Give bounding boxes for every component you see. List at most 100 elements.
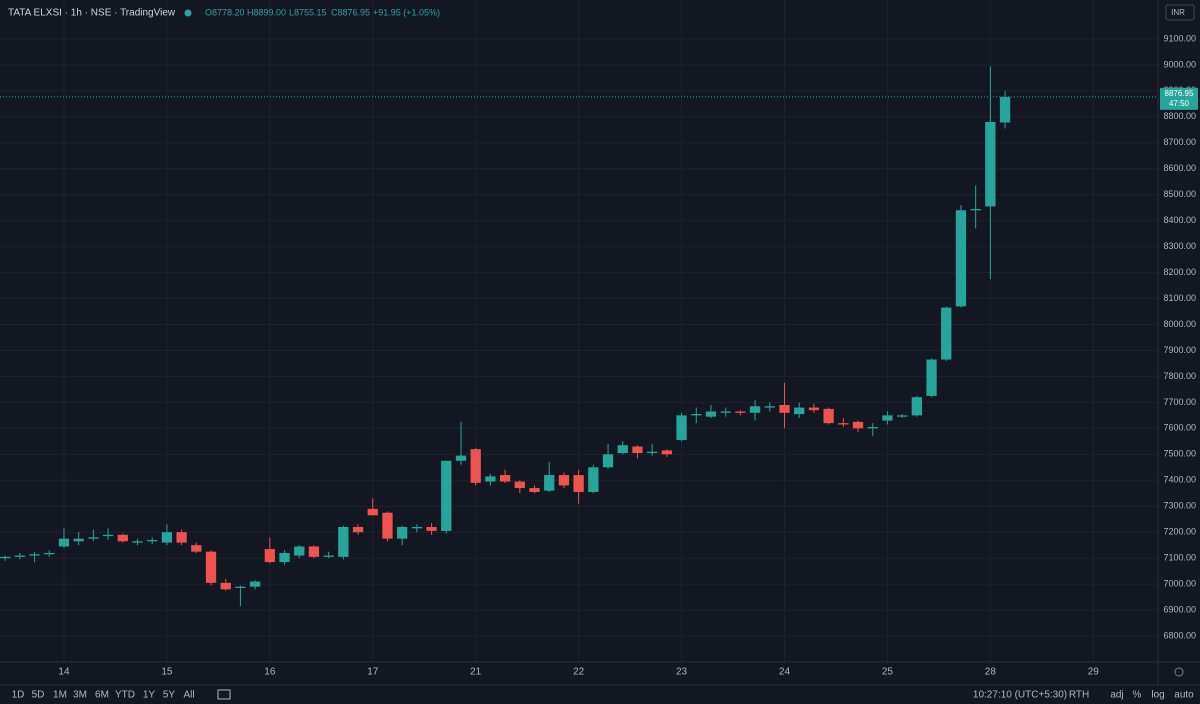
candle-body [367, 508, 378, 516]
y-tick-label: 6800.00 [1163, 630, 1196, 640]
range-button[interactable]: 5Y [163, 690, 176, 701]
x-tick-label: 21 [470, 667, 482, 678]
date-range-icon[interactable] [217, 689, 231, 700]
candle-body [735, 411, 746, 413]
range-button[interactable]: YTD [115, 690, 135, 701]
y-tick-label: 7700.00 [1163, 397, 1196, 407]
settings-icon[interactable] [1174, 667, 1184, 677]
candle-body [249, 581, 261, 587]
candle-body [602, 454, 614, 468]
y-tick-label: 8800.00 [1163, 111, 1196, 121]
axis-option[interactable]: log [1151, 690, 1164, 701]
candle-body [617, 445, 628, 454]
candle-body [823, 408, 834, 424]
candle-body [632, 446, 643, 454]
y-tick-label: 7100.00 [1163, 553, 1196, 563]
toolbar: 1D 5D 1M 3M 6M YTD 1Y 5Y All 10:27:10 (UTC+5:30) R… [12, 690, 1195, 701]
candle-body [147, 539, 158, 542]
candle-body [661, 450, 673, 455]
ohlc-low: L8755.15 [289, 7, 327, 17]
candle-body [882, 415, 893, 421]
candle-body [455, 455, 467, 461]
countdown: 47:50 [1169, 99, 1190, 108]
ohlc-high: H8899.00 [247, 7, 286, 17]
y-tick-label: 9000.00 [1163, 59, 1196, 69]
y-tick-label: 7300.00 [1163, 501, 1196, 511]
y-tick-label: 8300.00 [1163, 241, 1196, 251]
y-tick-label: 7600.00 [1163, 423, 1196, 433]
candle-body [720, 411, 731, 413]
currency-box[interactable] [1165, 4, 1195, 21]
range-button[interactable]: 1Y [143, 690, 156, 701]
candle-body [911, 397, 922, 416]
candle-body [44, 552, 55, 555]
candle-body [779, 404, 790, 413]
y-tick-label: 6900.00 [1163, 604, 1196, 614]
candle-body [323, 555, 334, 557]
candle-body [794, 407, 805, 415]
candle-body [14, 555, 25, 557]
candle-body [235, 586, 246, 589]
candle-body [838, 423, 849, 425]
candle-body [558, 475, 570, 486]
candle-body [529, 488, 540, 492]
axis-option[interactable]: adj [1110, 690, 1123, 701]
candle-body [485, 476, 496, 482]
clock: 10:27:10 (UTC+5:30) [973, 690, 1067, 701]
x-tick-label: 28 [985, 667, 997, 678]
currency[interactable]: INR [1171, 8, 1185, 17]
range-button[interactable]: 1M [53, 690, 67, 701]
candle-body [749, 406, 761, 413]
candle-body [764, 406, 775, 408]
candle-body [955, 210, 967, 307]
axis-option[interactable]: auto [1174, 690, 1194, 701]
candle-body [705, 411, 717, 417]
candle-body [264, 549, 275, 563]
range-button[interactable]: 1D [12, 690, 25, 701]
x-tick-label: 15 [161, 667, 173, 678]
y-tick-label: 7400.00 [1163, 475, 1196, 485]
candle-body [88, 537, 99, 539]
range-button[interactable]: 3M [73, 690, 87, 701]
axes: 6800.00 6900.00 7000.00 7100.00 7200.00 7300.… [58, 33, 1198, 678]
candle-body [338, 527, 349, 557]
candle-body [970, 208, 981, 211]
y-tick-label: 8500.00 [1163, 189, 1196, 199]
x-tick-label: 17 [367, 667, 379, 678]
y-tick-label: 7500.00 [1163, 449, 1196, 459]
candle-body [573, 475, 584, 492]
y-tick-label: 8600.00 [1163, 163, 1196, 173]
candle-body [691, 414, 702, 416]
range-button[interactable]: 6M [95, 690, 109, 701]
candle-body [926, 359, 937, 396]
candle-body [191, 545, 202, 552]
x-tick-label: 14 [58, 667, 70, 678]
ohlc-open: O8778.20 [205, 7, 245, 17]
y-tick-label: 7900.00 [1163, 345, 1196, 355]
y-tick-label: 8100.00 [1163, 293, 1196, 303]
candle-body [117, 534, 128, 542]
axis-option[interactable]: % [1133, 690, 1142, 701]
candle-body [176, 532, 187, 543]
x-tick-label: 22 [573, 667, 585, 678]
axis-option[interactable]: RTH [1069, 690, 1089, 701]
x-tick-label: 23 [676, 667, 688, 678]
candle-body [29, 554, 40, 556]
range-button[interactable]: All [183, 690, 194, 701]
candle-body [999, 96, 1011, 123]
candle-body [308, 546, 320, 557]
candle-body [808, 407, 820, 411]
candle-body [852, 421, 864, 429]
y-tick-label: 8400.00 [1163, 215, 1196, 225]
candle-body [867, 427, 878, 429]
x-tick-label: 29 [1088, 667, 1100, 678]
candle-body [647, 451, 658, 454]
ohlc-close: C8876.95 [331, 7, 370, 17]
candle-body [896, 415, 908, 417]
candle-body [588, 467, 599, 492]
x-tick-label: 24 [779, 667, 791, 678]
candle-body [58, 538, 70, 547]
range-button[interactable]: 5D [32, 690, 45, 701]
